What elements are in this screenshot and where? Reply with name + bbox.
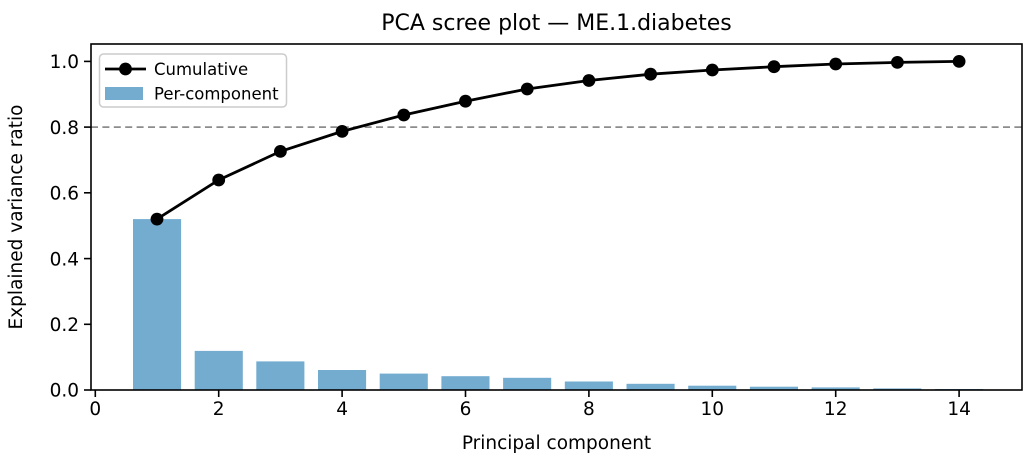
x-tick-label-14: 14	[947, 399, 971, 420]
legend-label-cumulative: Cumulative	[154, 60, 248, 79]
cumulative-marker-pc7	[520, 82, 534, 96]
y-tick-label-0.0: 0.0	[50, 381, 79, 402]
cumulative-marker-pc5	[397, 108, 411, 122]
x-tick-label-12: 12	[824, 399, 848, 420]
bar-pc4	[318, 370, 367, 390]
x-tick-label-6: 6	[460, 399, 472, 420]
cumulative-marker-pc1	[150, 212, 164, 226]
x-tick-label-8: 8	[583, 399, 595, 420]
y-tick-label-0.8: 0.8	[50, 118, 79, 139]
axes-spines	[90, 43, 1023, 391]
y-tick-label-0.2: 0.2	[50, 315, 79, 336]
cumulative-marker-pc3	[274, 145, 287, 158]
bar-pc2	[194, 350, 243, 390]
cumulative-marker-pc10	[705, 63, 719, 77]
chart-layers: 0 2 4 6 8 10 12 14 0.0 0.2 0.4 0.6 0.8 1.0 Cumulative P…	[50, 43, 1023, 420]
cumulative-marker-pc2	[212, 173, 226, 187]
bar-pc5	[379, 373, 428, 390]
chart-title: PCA scree plot — ME.1.diabetes	[381, 11, 732, 36]
bar-pc11	[749, 386, 798, 390]
y-axis-label: Explained variance ratio	[6, 105, 27, 330]
cumulative-marker-pc13	[891, 56, 904, 69]
cumulative-marker-pc8	[582, 74, 596, 87]
x-tick-label-10: 10	[701, 399, 725, 420]
cumulative-marker-pc4	[335, 124, 349, 138]
x-tick-label-0: 0	[89, 399, 101, 420]
x-tick-label-2: 2	[213, 399, 225, 420]
x-axis-label: Principal component	[462, 433, 651, 454]
bar-pc8	[564, 381, 613, 390]
y-tick-label-0.4: 0.4	[50, 249, 79, 270]
legend-cumulative-marker	[119, 62, 132, 76]
cumulative-marker-pc6	[459, 94, 472, 108]
bar-pc10	[688, 385, 737, 390]
bar-pc7	[503, 377, 552, 390]
y-tick-label-0.6: 0.6	[50, 184, 79, 205]
bar-pc9	[626, 383, 675, 390]
x-tick-label-4: 4	[336, 399, 348, 420]
legend-label-per-component: Per-component	[154, 85, 279, 104]
cumulative-line	[156, 60, 960, 221]
cumulative-marker-pc9	[644, 67, 657, 81]
bar-pc6	[441, 376, 490, 390]
bar-pc12	[811, 387, 860, 390]
bar-pc3	[256, 361, 305, 390]
legend-per-component-swatch	[105, 87, 143, 100]
cumulative-marker-pc11	[767, 60, 781, 74]
y-tick-label-1.0: 1.0	[50, 52, 79, 73]
legend-box	[98, 53, 288, 108]
bar-pc1	[133, 219, 182, 390]
legend: Cumulative Per-component	[98, 53, 288, 108]
cumulative-marker-pc12	[829, 57, 843, 71]
cumulative-marker-pc14	[952, 55, 966, 68]
